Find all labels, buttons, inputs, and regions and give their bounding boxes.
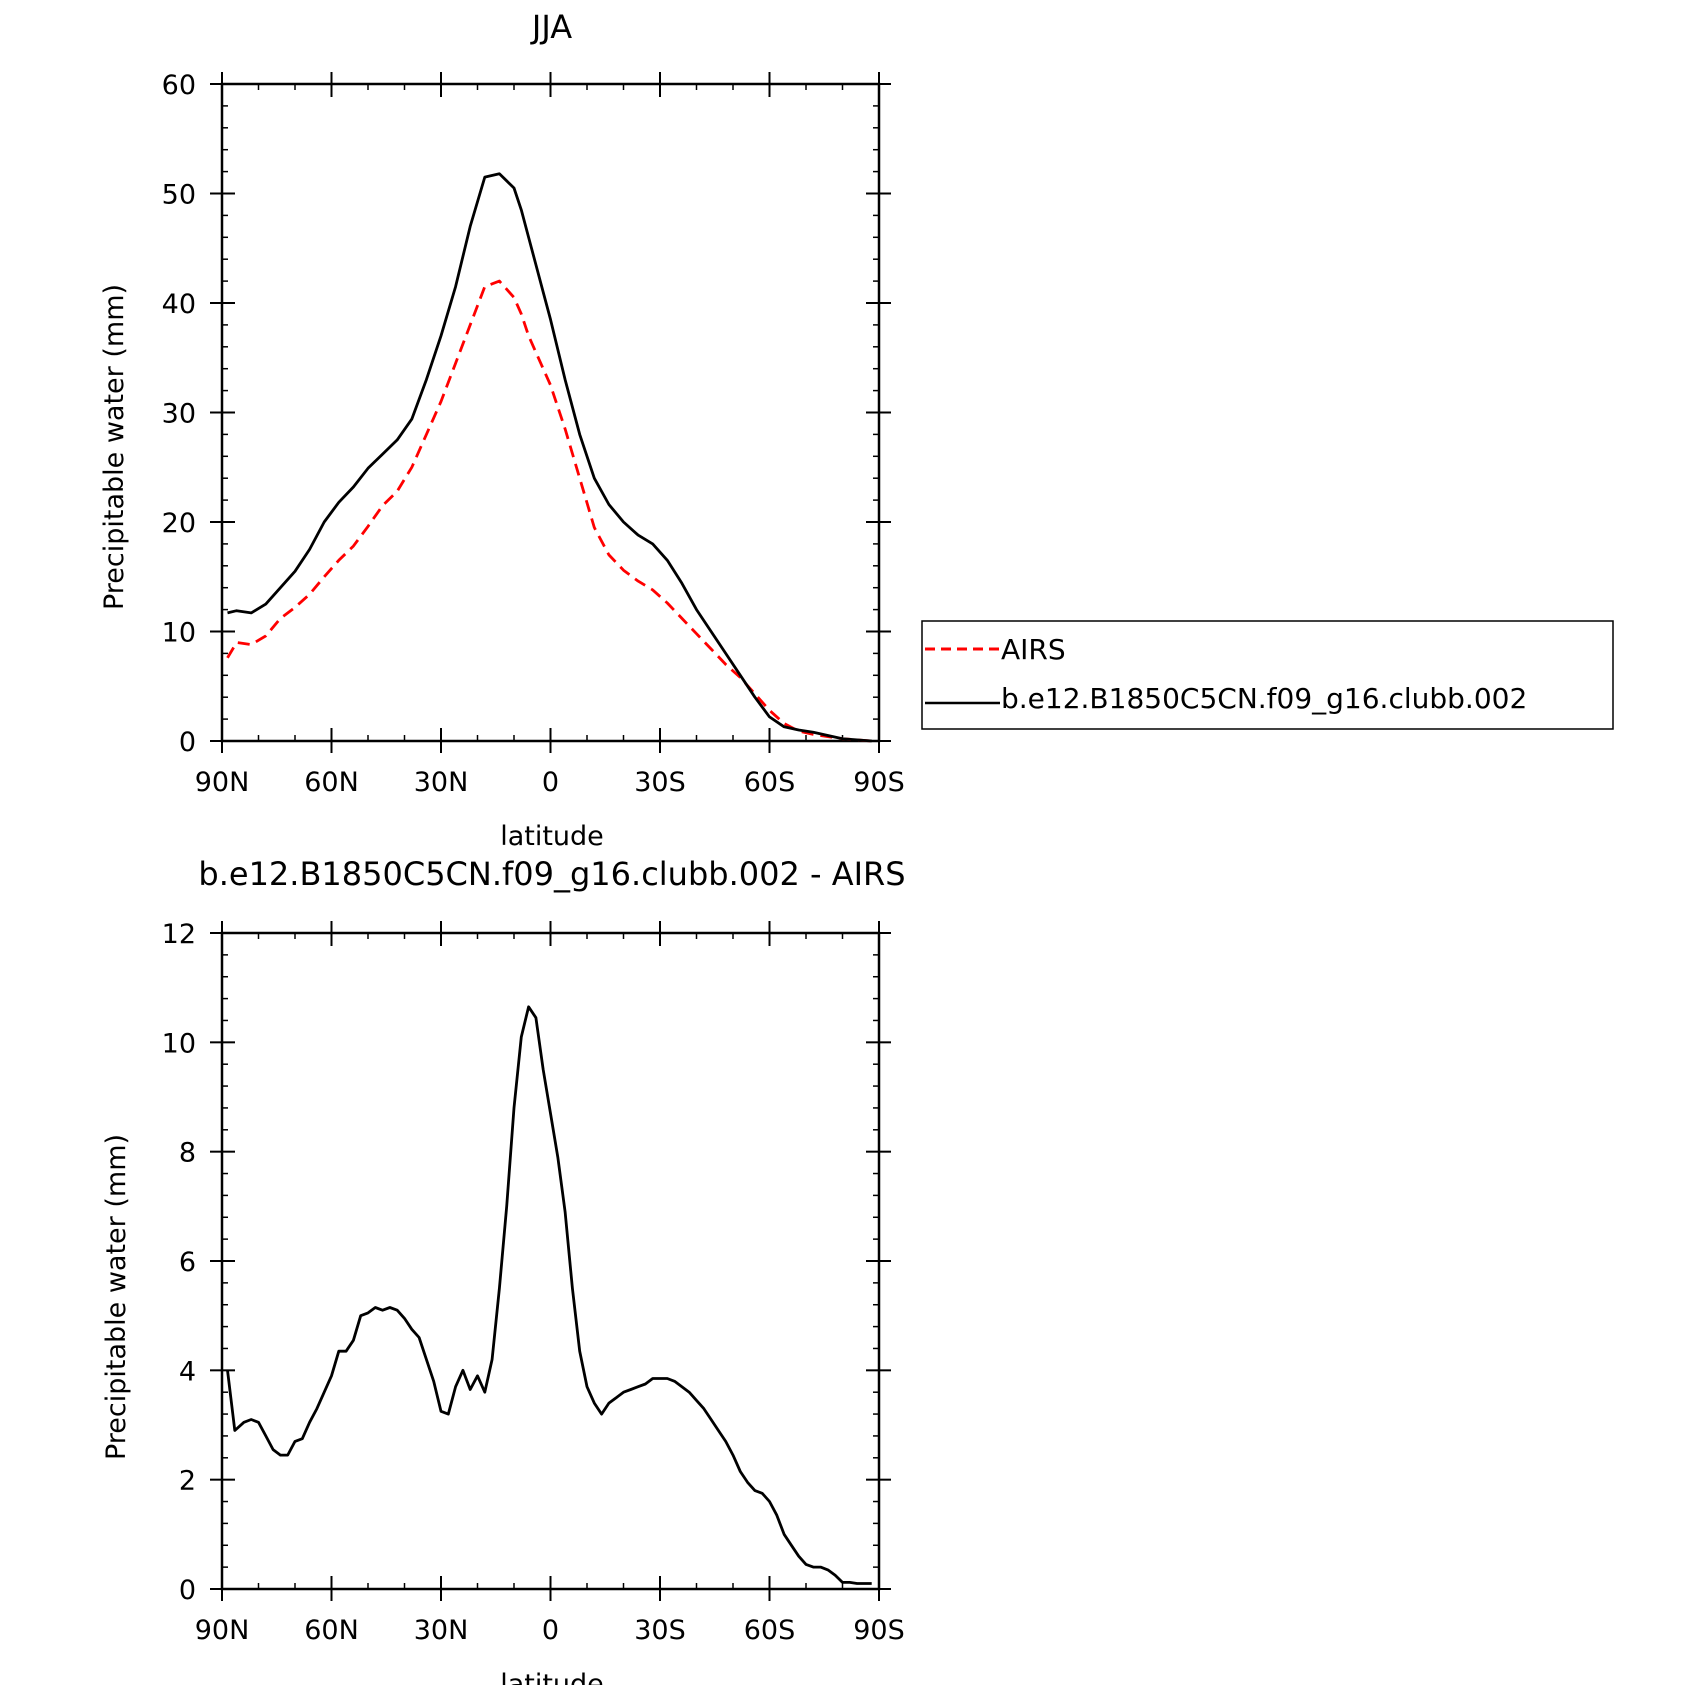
top-title: JJA (530, 8, 572, 46)
legend-model-label: b.e12.B1850C5CN.f09_g16.clubb.002 (1001, 682, 1527, 715)
bottom-panel: b.e12.B1850C5CN.f09_g16.clubb.002 - AIRS… (101, 855, 906, 1685)
bottom-y-tick-label: 2 (179, 1466, 196, 1497)
top-y-tick-label: 50 (162, 180, 196, 211)
top-airs-line (226, 279, 872, 743)
top-x-tick-label: 90S (853, 767, 905, 798)
bottom-x-tick-label: 90S (853, 1615, 905, 1646)
bottom-y-tick-label: 6 (179, 1247, 196, 1278)
top-y-tick-label: 20 (162, 508, 196, 539)
top-x-tick-label: 60S (744, 767, 796, 798)
bottom-y-tick-label: 8 (179, 1138, 196, 1169)
bottom-title: b.e12.B1850C5CN.f09_g16.clubb.002 - AIRS (198, 855, 905, 893)
bottom-plot-area: 90N 60N 30N 0 30S 60S 90S 0 2 4 6 8 10 12 (162, 919, 905, 1646)
top-plot-area: 90N 60N 30N 0 30S 60S 90S 0 10 20 30 40 50 60 (162, 70, 905, 798)
top-y-tick-label: 40 (162, 289, 196, 320)
top-x-tick-label: 30S (634, 767, 686, 798)
bottom-x-tick-label: 90N (195, 1615, 250, 1646)
bottom-x-tick-label: 0 (542, 1615, 559, 1646)
top-model-line (227, 172, 872, 743)
bottom-y-axis-label: Precipitable water (mm) (101, 1134, 132, 1460)
bottom-y-tick-label: 4 (179, 1356, 196, 1387)
bottom-y-tick-label: 10 (162, 1028, 196, 1059)
top-y-tick-label: 10 (162, 618, 196, 649)
bottom-y-tick-label: 12 (162, 919, 196, 950)
top-y-tick-label: 0 (179, 727, 196, 758)
top-y-tick-label: 60 (162, 70, 196, 101)
bottom-x-tick-label: 60S (744, 1615, 796, 1646)
bottom-difference-line (226, 1005, 872, 1585)
top-plot-frame (220, 82, 881, 743)
top-x-axis-label: latitude (500, 821, 604, 852)
top-x-tick-label: 60N (304, 767, 359, 798)
top-y-axis-label: Precipitable water (mm) (99, 284, 130, 610)
bottom-x-axis-label: latitude (500, 1669, 604, 1685)
legend-airs-label: AIRS (1001, 633, 1066, 666)
legend-box (921, 620, 1614, 730)
top-y-tick-label: 30 (162, 399, 196, 430)
bottom-plot-frame (220, 931, 881, 1591)
top-x-tick-label: 90N (195, 767, 250, 798)
bottom-x-tick-label: 60N (304, 1615, 359, 1646)
top-x-tick-label: 0 (542, 767, 559, 798)
bottom-x-tick-label: 30S (634, 1615, 686, 1646)
bottom-x-tick-label: 30N (414, 1615, 469, 1646)
bottom-y-tick-label: 0 (179, 1575, 196, 1606)
legend: AIRS b.e12.B1850C5CN.f09_g16.clubb.002 (921, 620, 1614, 730)
top-panel: JJA 90N 60N 30N 0 30S 60S 90S 0 10 20 30 40 50 60 lat… (99, 8, 1614, 852)
top-x-tick-label: 30N (414, 767, 469, 798)
